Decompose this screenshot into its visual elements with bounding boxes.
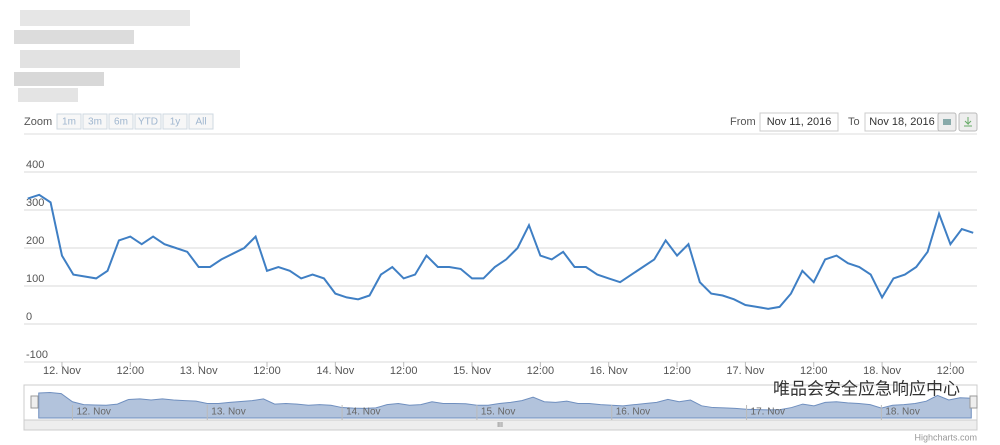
watermark: 唯品会安全应急响应中心 (773, 379, 960, 398)
x-tick-label: 16. Nov (590, 365, 628, 377)
x-tick-label: 18. Nov (863, 365, 901, 377)
range-button-label[interactable]: 1m (62, 117, 76, 128)
x-tick-label: 15. Nov (453, 365, 491, 377)
x-tick-label: 13. Nov (180, 365, 218, 377)
x-tick-label: 12:00 (390, 365, 418, 377)
credit[interactable]: Highcharts.com (914, 432, 977, 442)
x-tick-label: 17. Nov (726, 365, 764, 377)
from-value[interactable]: Nov 11, 2016 (767, 116, 832, 128)
range-button[interactable] (162, 113, 188, 130)
y-tick-label: -100 (26, 349, 48, 361)
x-tick-label: 12:00 (117, 365, 145, 377)
navigator-label: 18. Nov (885, 407, 919, 418)
x-tick-label: 12:00 (937, 365, 965, 377)
range-button[interactable] (56, 113, 82, 130)
print-icon (943, 119, 951, 125)
scrollbar[interactable] (23, 419, 978, 431)
navigator-label: 12. Nov (76, 407, 110, 418)
y-tick-label: 100 (26, 273, 44, 285)
x-tick-label: 14. Nov (316, 365, 354, 377)
range-button-label[interactable]: YTD (138, 117, 158, 128)
y-tick-label: 200 (26, 235, 44, 247)
navigator-label: 16. Nov (616, 407, 650, 418)
export-icon (964, 117, 972, 127)
zoom-label: Zoom (24, 116, 52, 128)
navigator-handle[interactable] (969, 395, 978, 409)
navigator-area (38, 391, 972, 419)
navigator-label: 17. Nov (751, 407, 785, 418)
scrollbar-grip: III (497, 422, 503, 429)
y-tick-label: 0 (26, 311, 32, 323)
navigator-label: 13. Nov (211, 407, 245, 418)
y-tick-label: 300 (26, 197, 44, 209)
to-value[interactable]: Nov 18, 2016 (869, 116, 934, 128)
data-line (27, 193, 974, 310)
x-tick-label: 12. Nov (43, 365, 81, 377)
navigator-label: 15. Nov (481, 407, 515, 418)
to-label: To (848, 116, 860, 128)
range-button[interactable] (108, 113, 134, 130)
range-button[interactable] (134, 113, 162, 130)
navigator-label: 14. Nov (346, 407, 380, 418)
x-tick-label: 12:00 (663, 365, 691, 377)
range-button-label[interactable]: 1y (170, 117, 181, 128)
x-tick-label: 12:00 (527, 365, 555, 377)
from-label: From (730, 116, 756, 128)
range-button-label[interactable]: 3m (88, 117, 102, 128)
x-tick-label: 12:00 (800, 365, 828, 377)
blurred-header (14, 10, 240, 102)
x-tick-label: 12:00 (253, 365, 281, 377)
range-button-label[interactable]: 6m (114, 117, 128, 128)
from-input[interactable] (759, 112, 839, 132)
range-button[interactable] (82, 113, 108, 130)
range-button-label[interactable]: All (195, 117, 206, 128)
navigator-handle[interactable] (30, 395, 39, 409)
y-tick-label: 400 (26, 159, 44, 171)
range-button[interactable] (188, 113, 214, 130)
